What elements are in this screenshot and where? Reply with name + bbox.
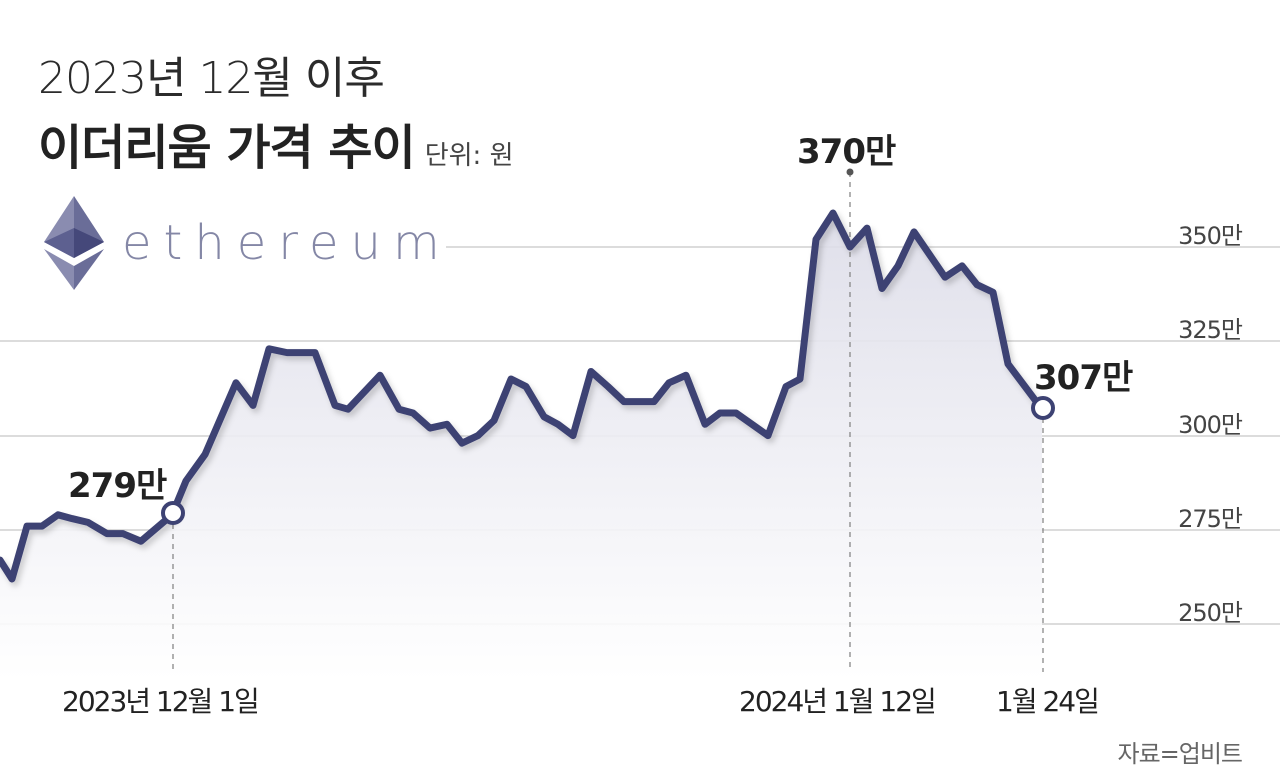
end-value-callout: 307만 [1034, 358, 1133, 398]
x-tick-start: 2023년 12월 1일 [62, 685, 260, 718]
price-line [0, 209, 1046, 583]
peak-value-callout: 370만 [797, 132, 896, 172]
ethereum-wordmark: ethereum [122, 215, 452, 271]
y-tick-300: 300만 [1178, 411, 1243, 439]
y-tick-325: 325만 [1178, 316, 1243, 344]
x-tick-end: 1월 24일 [996, 685, 1100, 718]
chart-title-main: 이더리움 가격 추이 [38, 120, 416, 176]
start-value-callout: 279만 [68, 466, 167, 506]
y-tick-275: 275만 [1178, 505, 1243, 533]
ethereum-diamond-icon [44, 196, 104, 290]
y-tick-250: 250만 [1178, 599, 1243, 627]
end-point-marker [1031, 396, 1055, 420]
price-area [0, 213, 1042, 680]
x-tick-peak: 2024년 1월 12일 [739, 685, 937, 718]
chart-title-line2: 이더리움 가격 추이 단위: 원 [38, 108, 514, 178]
guide-lines [172, 172, 1044, 672]
ethereum-logo: ethereum [44, 196, 452, 290]
data-source: 자료=업비트 [1117, 740, 1243, 768]
peak-marker-dot [846, 168, 854, 176]
unit-label: 단위: 원 [424, 141, 514, 171]
y-tick-350: 350만 [1178, 222, 1243, 250]
start-point-marker [161, 501, 185, 525]
chart-title-line1: 2023년 12월 이후 [38, 53, 385, 104]
